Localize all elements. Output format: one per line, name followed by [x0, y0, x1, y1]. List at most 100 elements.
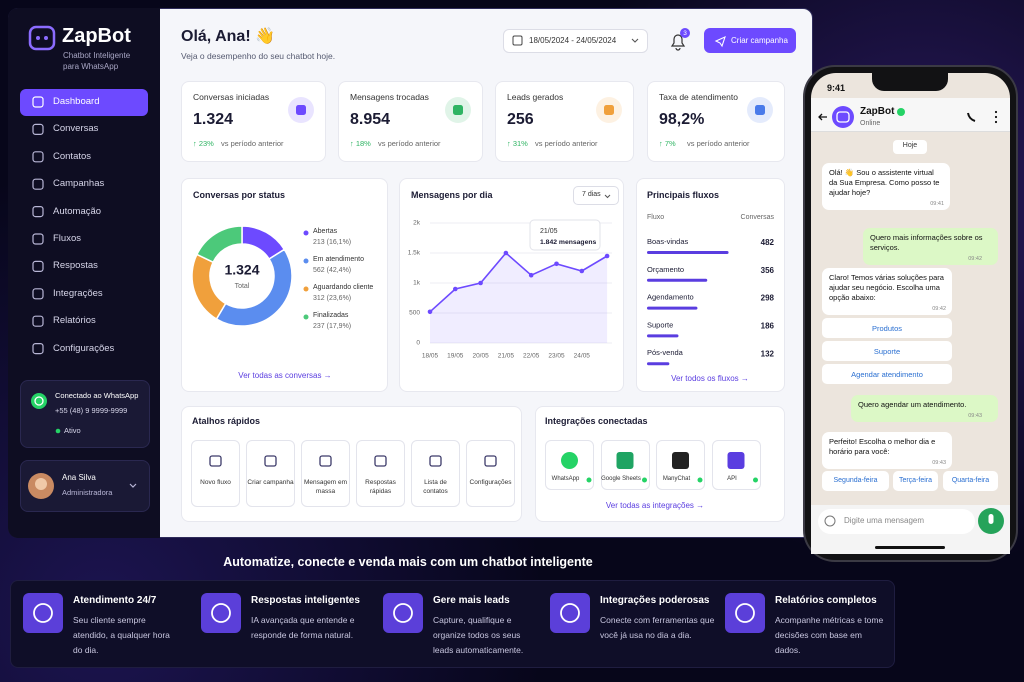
feature-text: Seu cliente sempre atendido, a qualquer … — [73, 615, 170, 655]
status-time: 9:41 — [827, 83, 846, 93]
shortcut-label: Mensagem em massa — [304, 479, 347, 495]
feature-title: Atendimento 24/7 — [73, 595, 157, 606]
whatsapp-box — [20, 380, 150, 448]
shortcut-label: Lista de contatos — [423, 479, 448, 495]
user-name: Ana Silva — [62, 473, 96, 482]
nav-item[interactable]: Automação — [53, 205, 102, 217]
message-bubble: Claro! Temos várias soluções para ajudar… — [822, 268, 952, 315]
nav-item[interactable]: Fluxos — [53, 233, 81, 244]
kpi-value: 256 — [507, 111, 534, 128]
brand: ZapBot — [62, 25, 131, 47]
feature-text: IA avançada que entende e responde de fo… — [251, 615, 355, 640]
quick-reply-label: Terça-feira — [898, 477, 933, 484]
kpi-note: vs período anterior — [378, 139, 441, 148]
kpi-label: Mensagens trocadas — [350, 92, 429, 102]
date-box — [503, 29, 648, 53]
quick-reply[interactable] — [822, 471, 889, 491]
message-time: 09:42 — [932, 306, 946, 312]
whatsapp-status: Ativo — [64, 426, 81, 435]
card — [495, 81, 634, 162]
option-button[interactable] — [822, 341, 952, 361]
kpi-value: 8.954 — [350, 111, 391, 128]
input-placeholder: Digite uma mensagem — [844, 516, 925, 525]
quick-reply-label: Segunda-feira — [833, 477, 878, 484]
card — [647, 81, 785, 162]
brand-tagline: Chatbot Inteligente para WhatsApp — [63, 51, 131, 71]
kpi-value: 98,2% — [659, 111, 705, 128]
nav-item[interactable]: Conversas — [53, 123, 99, 135]
shortcut-tile[interactable] — [246, 440, 295, 507]
shortcut-label: Novo fluxo — [200, 479, 231, 486]
message-time: 09:42 — [968, 256, 982, 262]
option-label: Agendar atendimento — [851, 370, 923, 379]
input-field — [818, 509, 975, 534]
feature-text: Capture, qualifique e organize todos os … — [433, 615, 524, 655]
feature-text: Acompanhe métricas e tome decisões com b… — [775, 615, 884, 655]
card — [181, 81, 326, 162]
kpi-note: vs período anterior — [221, 139, 284, 148]
quick-reply[interactable] — [893, 471, 938, 491]
kpi-note: vs período anterior — [535, 139, 598, 148]
feature-icon — [383, 593, 423, 633]
panel-title: Conversas por status — [193, 190, 286, 200]
shortcut-tile[interactable] — [466, 440, 515, 507]
legend-value: 562 (42,4%) — [313, 267, 352, 274]
option-label: Produtos — [871, 324, 903, 333]
shortcut-label: Criar campanha — [247, 479, 294, 486]
shortcut-tile[interactable] — [356, 440, 405, 507]
day-chip — [893, 140, 927, 154]
feature-icon — [725, 593, 765, 633]
option-button[interactable] — [822, 364, 952, 384]
legend-name: Aguardando cliente — [313, 284, 374, 291]
legend-value: 237 (17,9%) — [313, 323, 352, 330]
integration-tile[interactable] — [711, 440, 761, 490]
integration-tile[interactable] — [545, 440, 594, 490]
integration-tile[interactable] — [656, 440, 705, 490]
integration-label: API — [727, 476, 737, 482]
message-time: 09:43 — [932, 460, 946, 466]
shortcut-label: Respostas rápidas — [365, 479, 396, 495]
whatsapp-title: Conectado ao WhatsApp — [55, 391, 139, 400]
user-box — [20, 460, 150, 512]
shortcut-label: Configurações — [469, 479, 512, 486]
quick-reply[interactable] — [943, 471, 998, 491]
nav-item[interactable]: Respostas — [53, 260, 98, 272]
period-label: 7 dias — [582, 191, 601, 198]
nav-item[interactable]: Dashboard — [53, 96, 100, 107]
kpi-value: 1.324 — [193, 111, 234, 128]
feature-icon — [201, 593, 241, 633]
kpi-change: ↑ 18% — [350, 139, 371, 148]
kpi-change: ↑ 7% — [659, 139, 676, 148]
nav-item[interactable]: Campanhas — [53, 178, 105, 190]
message-time: 09:41 — [930, 201, 944, 207]
subtitle: Veja o desempenho do seu chatbot hoje. — [181, 51, 336, 61]
kpi-note: vs período anterior — [687, 139, 750, 148]
period-select — [573, 186, 619, 205]
integration-label: ManyChat — [662, 476, 691, 482]
feature-text: Conecte com ferramentas que você já usa … — [600, 615, 715, 640]
message-text: Olá! 👋 Sou o assistente virtual da Sua E… — [829, 168, 940, 197]
shortcut-tile[interactable] — [191, 440, 240, 507]
option-button[interactable] — [822, 318, 952, 338]
nav-item[interactable]: Relatórios — [53, 315, 96, 327]
kpi-change: ↑ 31% — [507, 139, 528, 148]
nav-item[interactable]: Integrações — [53, 287, 103, 299]
legend-value: 213 (16,1%) — [313, 239, 352, 246]
card — [338, 81, 483, 162]
contact-presence: Online — [860, 120, 881, 127]
integration-tile[interactable] — [600, 440, 650, 490]
message-text: Quero agendar um atendimento. — [858, 400, 967, 409]
feature-title: Gere mais leads — [433, 595, 510, 606]
nav-item[interactable]: Configurações — [53, 342, 115, 354]
message-text: Quero mais informações sobre os serviços… — [870, 233, 983, 252]
shortcut-tile[interactable] — [411, 440, 460, 507]
nav-item[interactable]: Contatos — [53, 150, 92, 162]
button-label: Criar campanha — [731, 36, 788, 45]
message-time: 09:43 — [968, 413, 982, 419]
kpi-label: Leads gerados — [507, 92, 564, 102]
feature-title: Relatórios completos — [775, 595, 877, 606]
feature-icon — [23, 593, 63, 633]
shortcut-tile[interactable] — [301, 440, 350, 507]
option-label: Suporte — [873, 347, 901, 356]
